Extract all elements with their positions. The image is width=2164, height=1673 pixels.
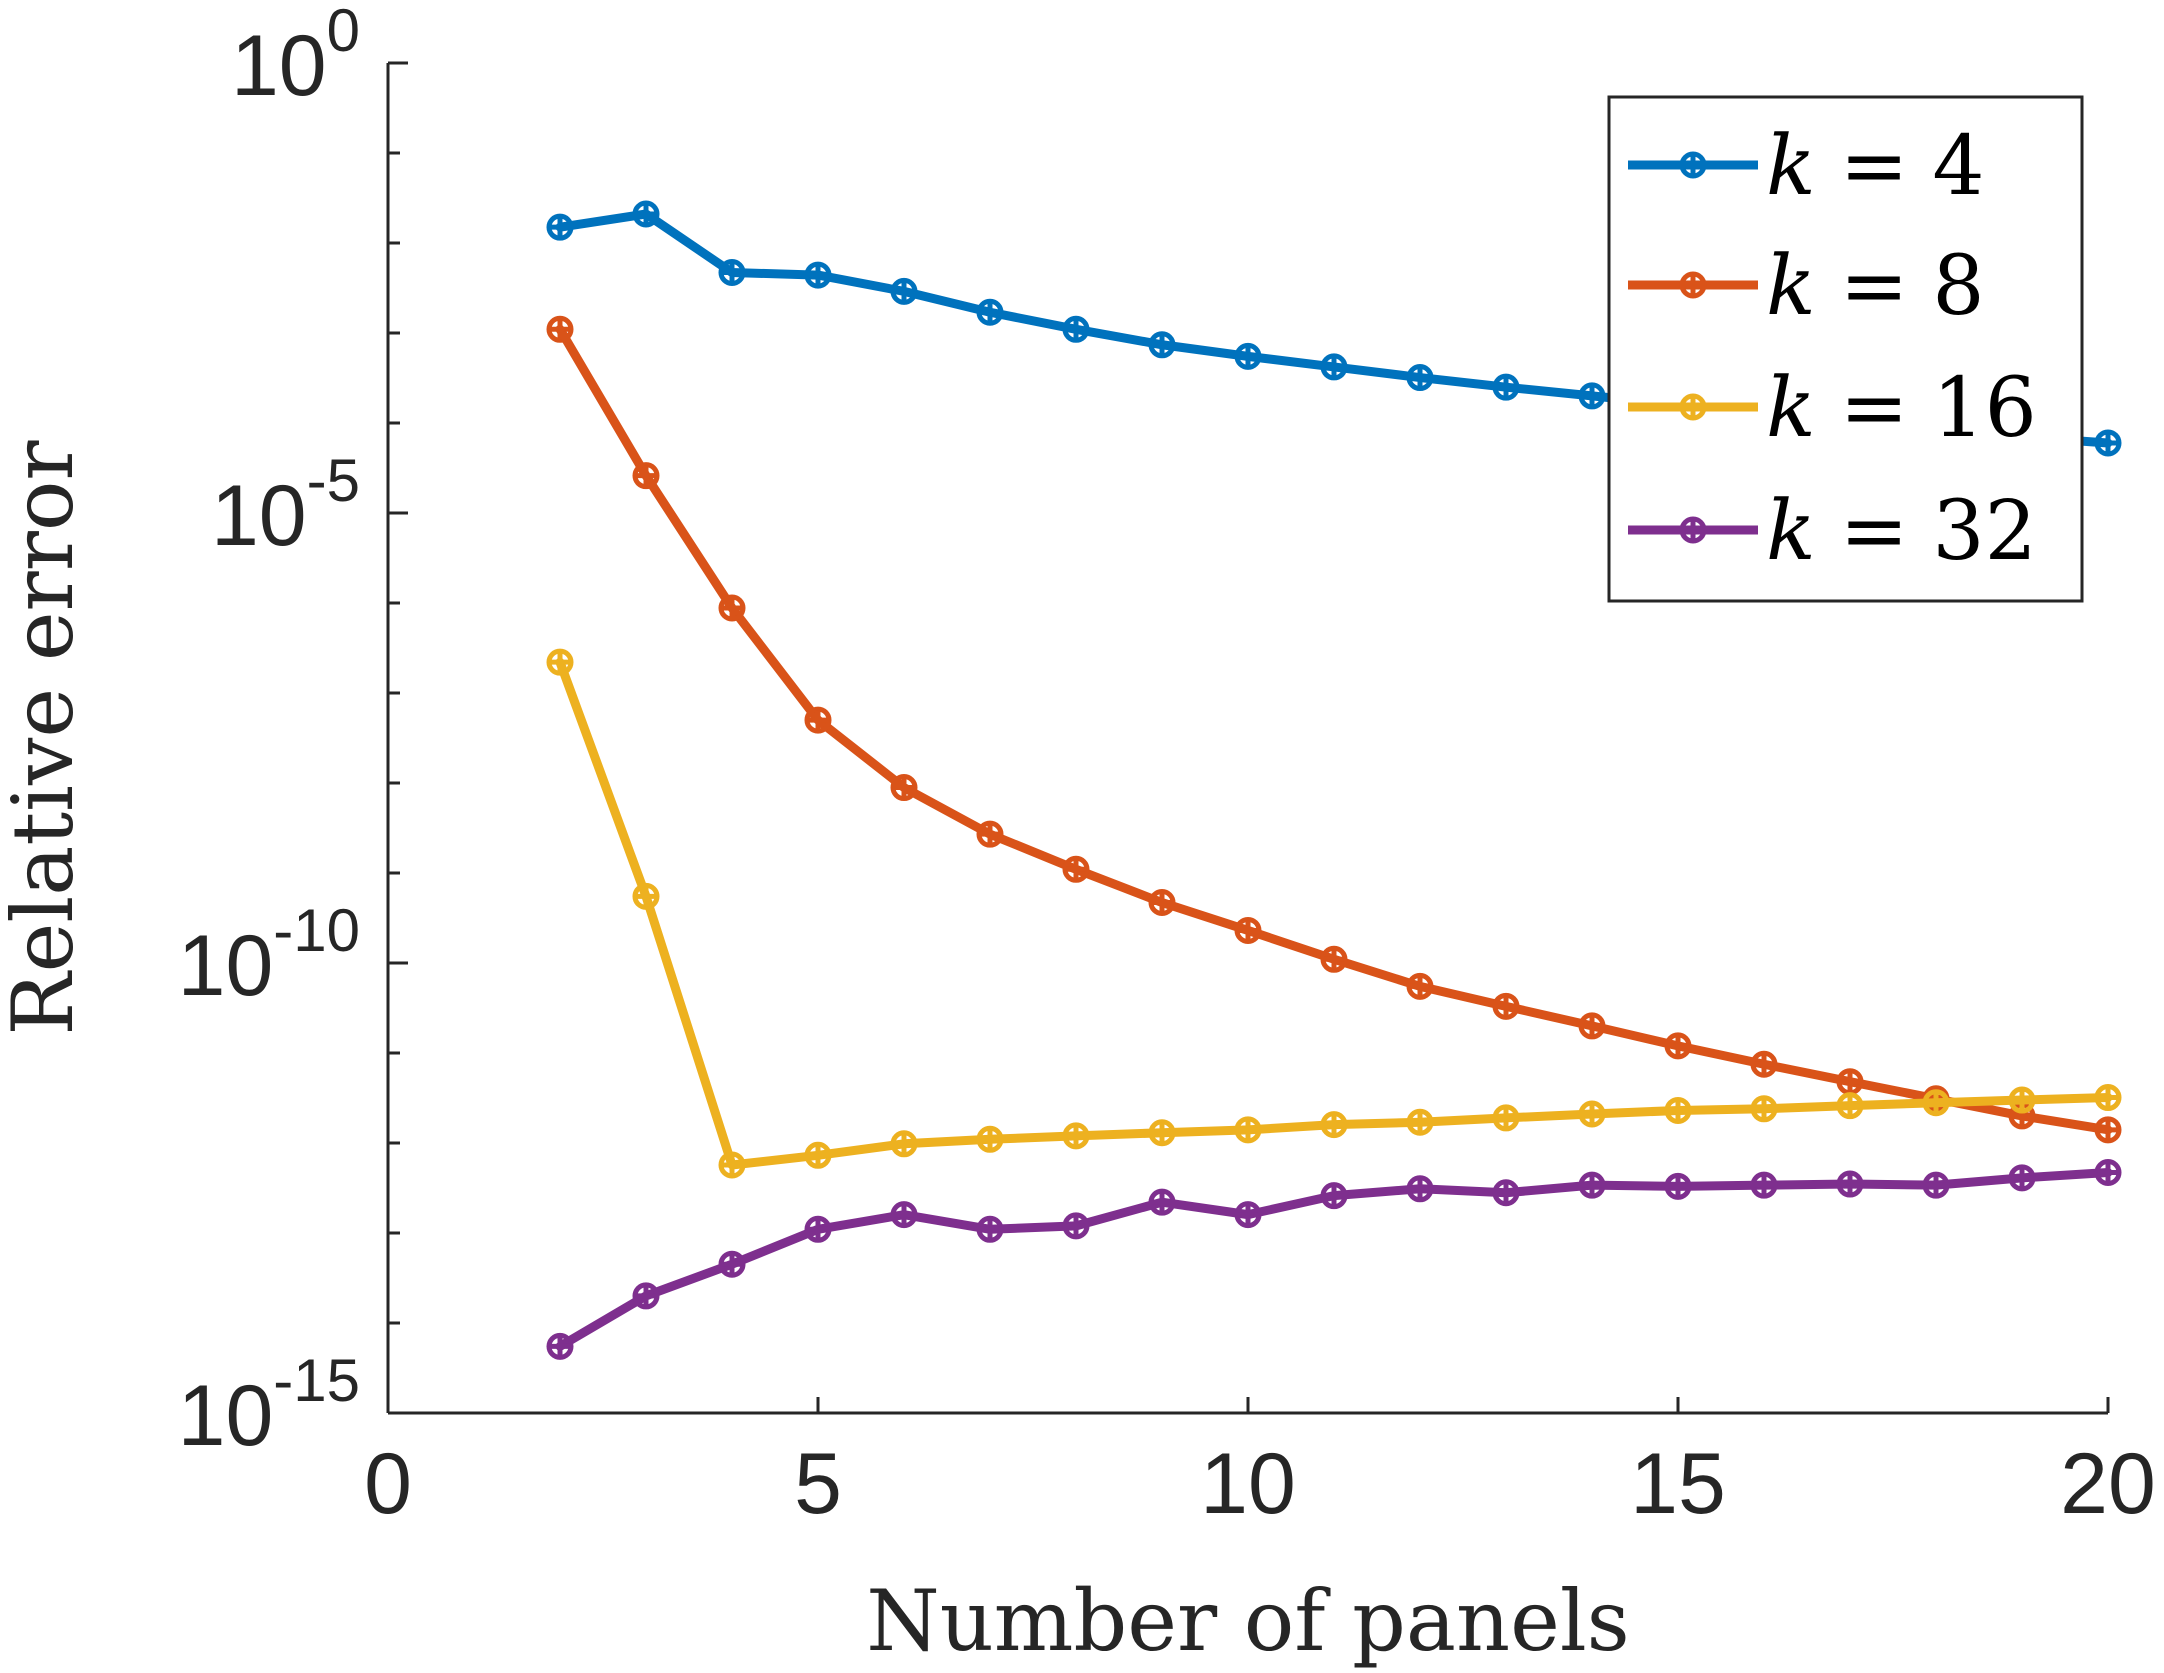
y-tick-label: 10-10 xyxy=(178,897,360,1014)
data-point xyxy=(976,820,1004,848)
data-point xyxy=(1320,353,1348,381)
data-point xyxy=(1406,1108,1434,1136)
data-point xyxy=(804,261,832,289)
data-point xyxy=(890,774,918,802)
data-point xyxy=(1664,1032,1692,1060)
data-point xyxy=(804,1141,832,1169)
data-point xyxy=(890,1130,918,1158)
data-point xyxy=(1406,1175,1434,1203)
legend-item: k = 16 xyxy=(1628,361,2037,456)
legend-box xyxy=(1607,95,2084,603)
series-4 xyxy=(546,1159,2122,1360)
data-point xyxy=(1492,1179,1520,1207)
x-tick-label: 0 xyxy=(364,1436,412,1532)
data-point xyxy=(1492,1104,1520,1132)
data-point xyxy=(890,277,918,305)
legend-marker xyxy=(1679,516,1707,544)
data-point xyxy=(1836,1068,1864,1096)
legend: k = 4 k = 8 k = 16 k = 32 xyxy=(1607,95,2084,603)
x-tick-label: 5 xyxy=(794,1436,842,1532)
data-point xyxy=(1234,1201,1262,1229)
data-point xyxy=(632,882,660,910)
data-point xyxy=(2094,1116,2122,1144)
legend-item: k = 4 xyxy=(1628,119,1985,214)
data-point xyxy=(632,462,660,490)
data-point xyxy=(976,298,1004,326)
data-point xyxy=(890,1201,918,1229)
legend-item: k = 32 xyxy=(1628,484,2037,579)
data-point xyxy=(1836,1092,1864,1120)
data-point xyxy=(1578,382,1606,410)
legend-label: k = 8 xyxy=(1766,239,1985,334)
data-point xyxy=(546,1332,574,1360)
data-point xyxy=(546,648,574,676)
data-point xyxy=(632,200,660,228)
data-point xyxy=(546,315,574,343)
data-point xyxy=(1750,1171,1778,1199)
x-tick-label: 15 xyxy=(1630,1436,1726,1532)
data-point xyxy=(804,706,832,734)
data-point xyxy=(546,213,574,241)
data-point xyxy=(1148,889,1176,917)
data-point xyxy=(2094,429,2122,457)
data-point xyxy=(1062,315,1090,343)
data-point xyxy=(632,1282,660,1310)
data-point xyxy=(1406,972,1434,1000)
data-point xyxy=(1148,331,1176,359)
x-axis-title: Number of panels xyxy=(866,1572,1630,1670)
data-point xyxy=(1664,1172,1692,1200)
data-point xyxy=(718,259,746,287)
data-point xyxy=(804,1215,832,1243)
data-point xyxy=(1836,1170,1864,1198)
data-point xyxy=(1492,373,1520,401)
legend-marker xyxy=(1679,393,1707,421)
legend-label: k = 16 xyxy=(1766,361,2037,456)
data-point xyxy=(1750,1050,1778,1078)
data-point xyxy=(1578,1171,1606,1199)
data-point xyxy=(1750,1095,1778,1123)
data-point xyxy=(1320,1182,1348,1210)
data-point xyxy=(1062,855,1090,883)
legend-label: k = 4 xyxy=(1766,119,1985,214)
legend-marker xyxy=(1679,271,1707,299)
data-point xyxy=(1234,342,1262,370)
data-point xyxy=(1922,1089,1950,1117)
data-point xyxy=(976,1215,1004,1243)
data-point xyxy=(718,594,746,622)
y-tick-label: 10-5 xyxy=(211,447,360,564)
data-point xyxy=(2008,1164,2036,1192)
data-point xyxy=(1148,1188,1176,1216)
data-point xyxy=(976,1125,1004,1153)
data-point xyxy=(1578,1012,1606,1040)
series-3 xyxy=(546,648,2122,1179)
legend-item: k = 8 xyxy=(1628,239,1985,334)
y-tick-label: 10-15 xyxy=(178,1347,360,1464)
series-2 xyxy=(546,315,2122,1144)
x-tick-label: 10 xyxy=(1200,1436,1296,1532)
data-point xyxy=(1062,1212,1090,1240)
y-axis-title: Relative error xyxy=(0,440,92,1036)
data-point xyxy=(1320,945,1348,973)
data-point xyxy=(2094,1159,2122,1187)
data-point xyxy=(718,1151,746,1179)
data-point xyxy=(1664,1096,1692,1124)
data-point xyxy=(2094,1084,2122,1112)
data-point xyxy=(1320,1111,1348,1139)
data-point xyxy=(2008,1086,2036,1114)
data-point xyxy=(1234,916,1262,944)
data-point xyxy=(1922,1171,1950,1199)
y-tick-label: 100 xyxy=(231,0,360,114)
data-point xyxy=(1406,364,1434,392)
data-point xyxy=(1062,1122,1090,1150)
data-point xyxy=(718,1250,746,1278)
data-point xyxy=(1578,1100,1606,1128)
data-point xyxy=(1492,992,1520,1020)
x-tick-label: 20 xyxy=(2060,1436,2156,1532)
legend-marker xyxy=(1679,151,1707,179)
legend-label: k = 32 xyxy=(1766,484,2037,579)
data-point xyxy=(1148,1119,1176,1147)
data-point xyxy=(1234,1116,1262,1144)
